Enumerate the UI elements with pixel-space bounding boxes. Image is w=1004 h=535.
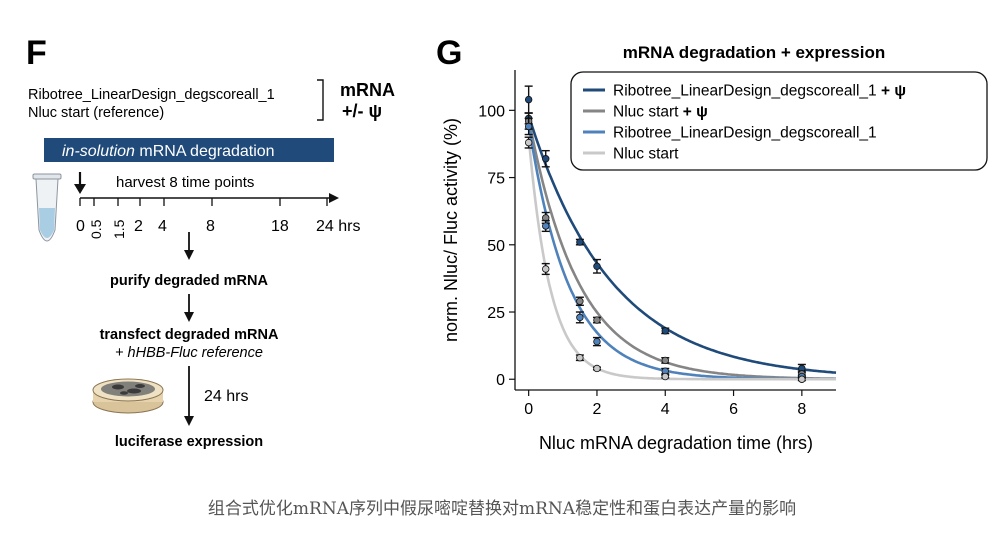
point-marker	[661, 327, 669, 335]
data-point-s4	[797, 375, 806, 383]
point-marker	[576, 313, 584, 322]
data-point-s1	[592, 258, 601, 274]
x-tick-label: 0	[524, 401, 533, 418]
mod-title: mRNA	[340, 80, 395, 100]
data-point-s4	[661, 372, 670, 381]
y-tick-label: 100	[478, 103, 505, 120]
data-point-s1	[524, 85, 533, 114]
flow-arrow-2	[184, 294, 194, 322]
x-tick-label: 2	[593, 401, 602, 418]
time-point-18: 18	[271, 218, 289, 235]
point-marker	[576, 297, 584, 305]
x-tick-label: 8	[797, 401, 806, 418]
time-point-1.5: 1.5	[111, 219, 127, 239]
point-marker	[524, 95, 533, 104]
flow-arrow-1	[184, 232, 194, 260]
point-marker	[593, 364, 601, 373]
step-luciferase: luciferase expression	[115, 434, 263, 450]
point-marker	[593, 262, 601, 271]
point-marker	[524, 138, 533, 147]
time-point-8: 8	[206, 218, 215, 235]
time-point-24: 24 hrs	[316, 218, 360, 235]
data-point-s3	[524, 117, 533, 136]
figure-caption: 组合式优化mRNA序列中假尿嘧啶替换对mRNA稳定性和蛋白表达产量的影响	[207, 499, 797, 519]
y-tick-label: 25	[487, 305, 505, 322]
legend-box	[570, 71, 988, 171]
point-marker	[661, 356, 669, 365]
legend-entry-name: Nluc start	[613, 104, 679, 121]
data-point-s1	[575, 238, 584, 246]
data-point-s1	[661, 327, 670, 335]
data-point-s4	[541, 262, 550, 276]
legend-entry-name: Nluc start	[613, 146, 679, 163]
legend-entry-2: Nluc start + ψ	[613, 104, 708, 121]
point-marker	[593, 316, 601, 324]
point-marker	[661, 372, 669, 381]
step-purify: purify degraded mRNA	[110, 273, 268, 289]
degradation-banner	[44, 138, 334, 162]
point-marker	[542, 222, 550, 230]
tube-icon	[32, 173, 62, 242]
step-incubation-time: 24 hrs	[204, 388, 248, 405]
construct-bracket	[317, 79, 324, 121]
panel-g-chart: G mRNA degradation + expression norm. Nl…	[436, 34, 988, 453]
step-transfect: transfect degraded mRNA	[100, 327, 279, 343]
legend-entry-mod: + ψ	[678, 104, 707, 121]
legend-entry-1: Ribotree_LinearDesign_degscoreall_1 + ψ	[613, 83, 906, 100]
panel-f-label: F	[26, 34, 47, 72]
x-tick-label: 6	[729, 401, 738, 418]
point-marker	[798, 375, 806, 383]
point-marker	[542, 265, 550, 273]
data-point-s4	[575, 354, 584, 362]
legend-entry-name: Ribotree_LinearDesign_degscoreall_1	[613, 83, 877, 100]
timeline-label: harvest 8 time points	[116, 174, 254, 191]
mod-sub: +/- ψ	[342, 101, 382, 121]
y-tick-label: 75	[487, 171, 505, 188]
construct-2: Nluc start (reference)	[28, 105, 164, 121]
data-point-s4	[524, 136, 533, 149]
fit-curve-4	[527, 137, 836, 381]
figure: F Ribotree_LinearDesign_degscoreall_1 Nl…	[26, 34, 988, 453]
data-point-s3	[541, 219, 550, 233]
flow-arrow-3	[184, 366, 194, 426]
chart-axes: 0 25 50 75 100 0 2 4 6 8	[478, 70, 836, 418]
construct-1: Ribotree_LinearDesign_degscoreall_1	[28, 87, 275, 103]
data-point-s3	[575, 311, 584, 324]
panel-f-workflow: F Ribotree_LinearDesign_degscoreall_1 Nl…	[26, 34, 395, 450]
legend-entry-4: Nluc start	[613, 146, 679, 163]
data-points	[524, 85, 806, 383]
start-arrow-icon	[74, 172, 86, 194]
cell-dish-icon	[92, 378, 164, 414]
point-marker	[524, 122, 533, 131]
chart-title: mRNA degradation + expression	[623, 43, 885, 62]
y-axis-label: norm. Nluc/ Fluc activity (%)	[441, 118, 461, 342]
step-transfect-sub: + hHBB-Fluc reference	[115, 345, 263, 361]
point-marker	[576, 238, 584, 246]
point-marker	[576, 354, 584, 362]
time-point-0.5: 0.5	[88, 219, 104, 239]
x-tick-label: 4	[661, 401, 670, 418]
x-axis-label: Nluc mRNA degradation time (hrs)	[539, 433, 813, 453]
time-point-2: 2	[134, 218, 143, 235]
time-point-4: 4	[158, 218, 167, 235]
fit-curve-1	[527, 115, 837, 374]
data-point-s2	[592, 316, 601, 324]
data-point-s2	[661, 356, 670, 365]
chart-legend: Ribotree_LinearDesign_degscoreall_1 + ψN…	[570, 71, 988, 171]
y-tick-label: 50	[487, 238, 505, 255]
data-point-s4	[592, 364, 601, 373]
data-point-s2	[575, 296, 584, 306]
panel-g-label: G	[436, 34, 462, 72]
banner-text: in-solution mRNA degradation	[62, 143, 275, 160]
time-point-0: 0	[76, 218, 85, 235]
legend-entry-name: Ribotree_LinearDesign_degscoreall_1	[613, 125, 877, 142]
point-marker	[542, 155, 550, 163]
data-point-s1	[541, 149, 550, 168]
data-point-s3	[592, 336, 601, 347]
legend-entry-mod: + ψ	[877, 83, 906, 100]
timeline-axis	[79, 193, 339, 206]
y-tick-label: 0	[496, 372, 505, 389]
legend-entry-3: Ribotree_LinearDesign_degscoreall_1	[613, 125, 877, 142]
point-marker	[593, 337, 601, 346]
